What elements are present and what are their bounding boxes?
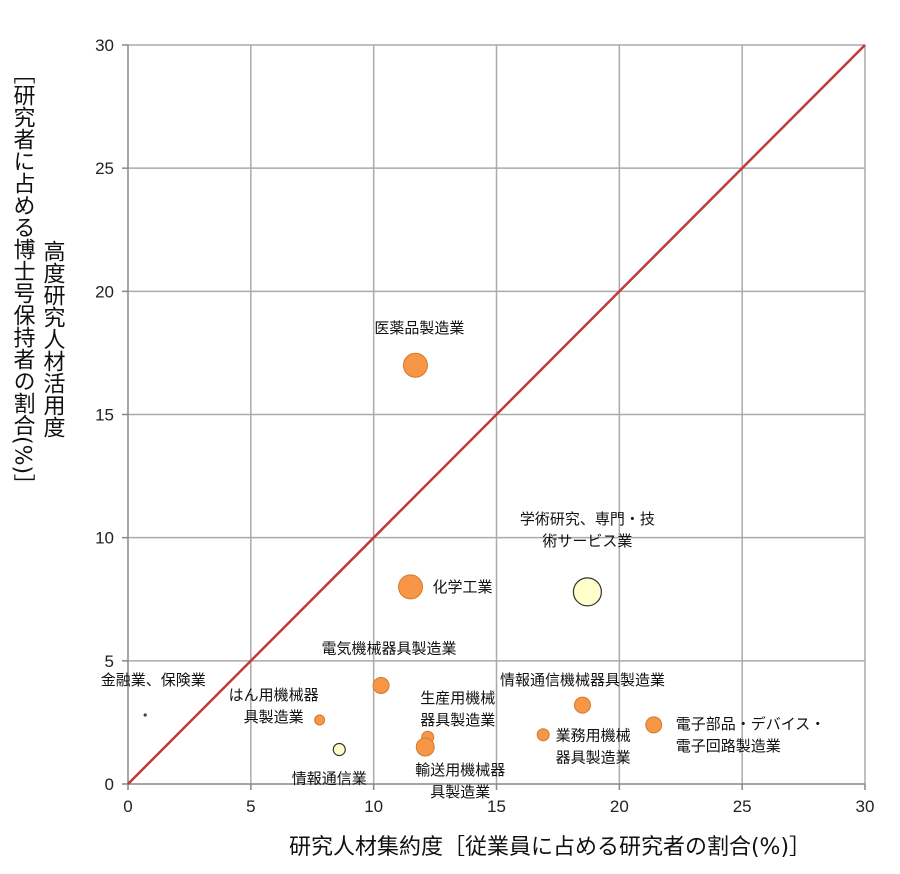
point-label: 器具製造業 — [556, 749, 631, 767]
y-tick-label: 5 — [105, 652, 114, 671]
x-axis-label: 研究人材集約度［従業員に占める研究者の割合(%)］ — [289, 835, 811, 860]
data-point — [402, 352, 428, 378]
y-tick-label: 25 — [95, 159, 114, 178]
y-tick-label: 20 — [95, 282, 114, 301]
reference-line-layer — [127, 44, 866, 785]
x-tick-label: 20 — [610, 797, 629, 816]
x-tick-label: 25 — [733, 797, 752, 816]
x-tick-label: 5 — [246, 797, 255, 816]
y-tick-label: 10 — [95, 529, 114, 548]
point-label: 電子部品・デバイス・ — [676, 715, 826, 733]
point-label: 具製造業 — [244, 708, 304, 726]
axes: 0 5 10 15 20 25 30 0 5 10 15 20 25 30 — [95, 36, 874, 816]
data-point — [572, 577, 602, 607]
y-tick-label: 0 — [105, 775, 114, 794]
point-label: 金融業、保険業 — [101, 671, 206, 689]
point-label: 器具製造業 — [420, 711, 495, 729]
data-point — [573, 696, 591, 714]
y-tick-label: 30 — [95, 36, 114, 55]
x-tick-label: 10 — [364, 797, 383, 816]
data-point — [398, 574, 424, 600]
point-label: 情報通信機械器具製造業 — [500, 671, 665, 689]
point-label: 電子回路製造業 — [676, 737, 781, 755]
x-tick-label: 30 — [856, 797, 875, 816]
y-axis-label-sub: ［研究者に占める博士号保持者の割合(%)］ — [10, 62, 36, 496]
point-label: 業務用機械 — [556, 727, 631, 745]
point-label: 電気機械器具製造業 — [322, 639, 457, 657]
points-layer — [143, 352, 663, 757]
x-tick-label: 15 — [487, 797, 506, 816]
data-point — [314, 714, 326, 726]
point-label: 化学工業 — [433, 578, 493, 596]
point-label: 生産用機械 — [420, 689, 495, 707]
point-label: 術サービス業 — [542, 532, 632, 550]
data-point — [536, 728, 550, 742]
y-tick-label: 15 — [95, 406, 114, 425]
point-label: 具製造業 — [430, 783, 490, 801]
y-axis-label-main: 高度研究人材活用度 — [40, 240, 66, 438]
point-label: 医薬品製造業 — [374, 319, 464, 337]
point-label: 情報通信業 — [292, 770, 367, 788]
reference-line — [127, 44, 866, 785]
data-point — [645, 716, 663, 734]
point-label: はん用機械器 — [229, 686, 319, 704]
data-point — [415, 737, 435, 757]
point-label: 輸送用機械器 — [415, 761, 505, 779]
data-point — [372, 676, 390, 694]
x-tick-label: 0 — [123, 797, 132, 816]
data-point — [332, 742, 346, 757]
point-label: 学術研究、専門・技 — [520, 510, 655, 528]
data-point — [143, 713, 147, 717]
